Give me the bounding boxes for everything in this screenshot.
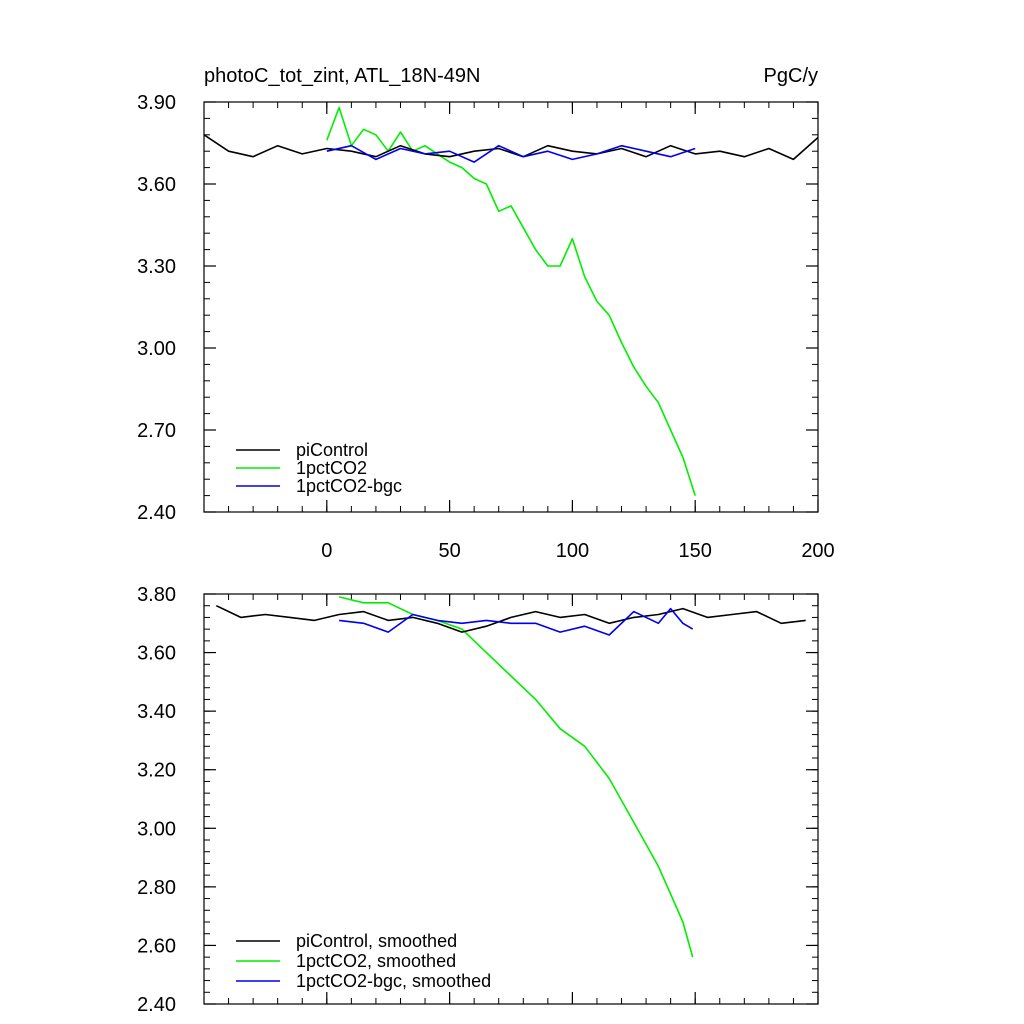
- chart-title: photoC_tot_zint, ATL_18N-49N: [204, 65, 480, 87]
- y-tick-label: 3.60: [137, 643, 176, 665]
- y-tick-label: 2.60: [137, 935, 176, 957]
- legend-label: 1pctCO2, smoothed: [296, 951, 456, 971]
- y-tick-label: 3.40: [137, 701, 176, 723]
- series-line-picontrol-smoothed: [215, 604, 806, 633]
- y-tick-label: 3.60: [137, 174, 176, 196]
- y-tick-label: 3.20: [137, 760, 176, 782]
- legend-label: 1pctCO2: [296, 458, 367, 478]
- series-line-1pctco2-bgc-smoothed: [339, 607, 694, 636]
- units-label: PgC/y: [764, 65, 818, 87]
- y-tick-label: 2.40: [137, 502, 176, 524]
- top-panel: photoC_tot_zint, ATL_18N-49N PgC/y 3.90 3.6…: [137, 65, 835, 562]
- x-tick-label: 50: [438, 540, 460, 562]
- legend-label: piControl: [296, 440, 368, 460]
- bottom-panel: 3.80 3.60 3.40 3.20 3.00 2.80 2.60 2.40 piContro…: [137, 584, 819, 1016]
- series-line-1pctco2: [326, 106, 696, 496]
- y-tick-label: 3.90: [137, 92, 176, 114]
- y-tick-label: 2.70: [137, 420, 176, 442]
- series-line-1pctco2-bgc: [326, 144, 696, 163]
- y-tick-label: 3.30: [137, 256, 176, 278]
- legend-label: 1pctCO2-bgc, smoothed: [296, 971, 491, 991]
- series-line-1pctco2-smoothed: [338, 596, 694, 958]
- plot-frame: [203, 101, 819, 513]
- y-tick-label: 3.00: [137, 818, 176, 840]
- plot-frame: [203, 593, 819, 1005]
- x-tick-label: 200: [801, 540, 834, 562]
- y-tick-label: 3.80: [137, 584, 176, 606]
- series-line-picontrol: [203, 134, 819, 161]
- y-tick-label: 3.00: [137, 338, 176, 360]
- x-tick-label: 100: [556, 540, 589, 562]
- legend-label: piControl, smoothed: [296, 931, 457, 951]
- y-tick-label: 2.80: [137, 877, 176, 899]
- x-tick-label: 0: [321, 540, 332, 562]
- legend-label: 1pctCO2-bgc: [296, 476, 402, 496]
- y-tick-label: 2.40: [137, 994, 176, 1016]
- x-tick-label: 150: [679, 540, 712, 562]
